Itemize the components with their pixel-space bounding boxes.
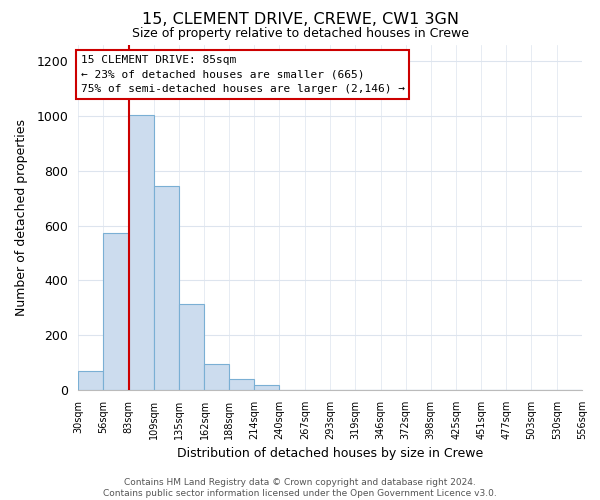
Bar	[154, 186, 179, 390]
Bar	[205, 364, 229, 390]
X-axis label: Distribution of detached houses by size in Crewe: Distribution of detached houses by size …	[177, 448, 483, 460]
Bar	[103, 232, 129, 390]
Bar	[229, 379, 254, 390]
Bar	[179, 304, 205, 390]
Text: Size of property relative to detached houses in Crewe: Size of property relative to detached ho…	[131, 28, 469, 40]
Bar	[78, 371, 103, 390]
Bar	[129, 115, 154, 390]
Text: Contains HM Land Registry data © Crown copyright and database right 2024.
Contai: Contains HM Land Registry data © Crown c…	[103, 478, 497, 498]
Y-axis label: Number of detached properties: Number of detached properties	[15, 119, 28, 316]
Text: 15 CLEMENT DRIVE: 85sqm
← 23% of detached houses are smaller (665)
75% of semi-d: 15 CLEMENT DRIVE: 85sqm ← 23% of detache…	[81, 54, 405, 94]
Text: 15, CLEMENT DRIVE, CREWE, CW1 3GN: 15, CLEMENT DRIVE, CREWE, CW1 3GN	[142, 12, 458, 28]
Bar	[254, 384, 279, 390]
